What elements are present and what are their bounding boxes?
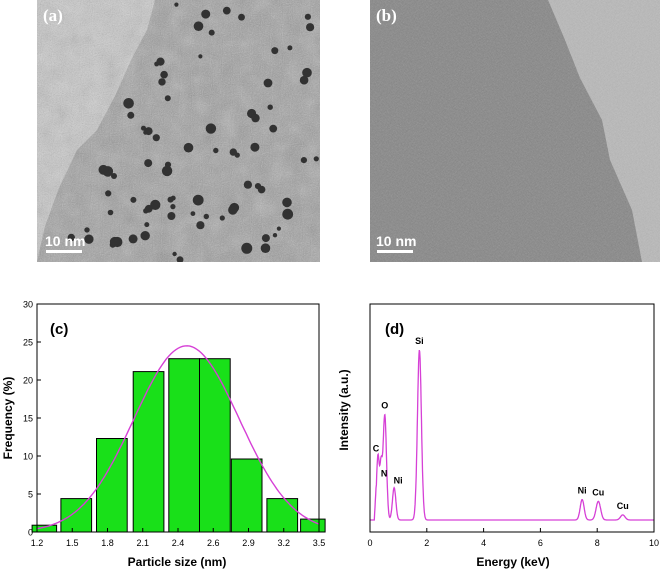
histogram-plot-area: 0 5 10 15 20 25 30 1.2 1.5 1.8 2.1 2.4 2.6 2.9 3.2 3.5 (23, 300, 326, 548)
x-tick-label: 4 (481, 538, 486, 548)
peak-label: Si (415, 336, 424, 346)
histogram-bar (132, 371, 165, 533)
histogram-x-axis-title: Particle size (nm) (128, 555, 227, 569)
x-tick-label: 2.1 (136, 538, 149, 548)
eds-spectrum-line (370, 349, 654, 521)
panel-label-a: (a) (43, 6, 63, 25)
y-tick-label: 25 (23, 338, 33, 348)
peak-label: C (373, 443, 380, 453)
y-tick-label: 20 (23, 376, 33, 386)
x-tick-label: 2 (424, 538, 429, 548)
tem-image-a-graphic (37, 0, 320, 262)
tem-image-b: (b) 10 nm (370, 0, 660, 262)
tem-image-b-graphic (370, 0, 660, 262)
x-tick-label: 2.6 (207, 538, 220, 548)
scale-bar-a (46, 250, 82, 253)
peak-label: O (381, 401, 388, 411)
x-tick-label: 2.9 (242, 538, 255, 548)
eds-plot-area: C N O Ni Si Ni Cu Cu 0 2 4 6 8 10 (367, 303, 659, 548)
x-tick-label: 6 (538, 538, 543, 548)
tem-image-a: (a) 10 nm (37, 0, 320, 262)
eds-y-axis-title: Intensity (a.u.) (337, 369, 351, 450)
peak-label: Cu (592, 487, 604, 497)
x-tick-label: 3.5 (313, 538, 326, 548)
y-tick-label: 15 (23, 414, 33, 424)
peak-label: Ni (394, 476, 403, 486)
scale-label-a: 10 nm (45, 233, 86, 249)
scale-label-b: 10 nm (376, 233, 417, 249)
histogram-bar (31, 524, 58, 533)
scale-bar-b (377, 250, 413, 253)
eds-x-axis-title: Energy (keV) (476, 555, 549, 569)
y-tick-label: 0 (28, 528, 33, 538)
peak-label: N (381, 468, 388, 478)
x-tick-label: 1.8 (101, 538, 114, 548)
histogram-bar (168, 358, 201, 533)
gaussian-fit-line (36, 345, 320, 530)
panel-label-d: (d) (385, 321, 404, 338)
histogram-bar (230, 458, 263, 533)
x-tick-label: 1.2 (31, 538, 44, 548)
x-tick-label: 1.5 (66, 538, 79, 548)
x-tick-label: 0 (367, 538, 372, 548)
eds-frame (369, 303, 655, 533)
y-tick-label: 30 (23, 300, 33, 310)
x-tick-label: 8 (595, 538, 600, 548)
panel-label-c: (c) (50, 321, 68, 338)
histogram-bar (60, 498, 93, 533)
panel-label-b: (b) (376, 6, 397, 25)
histogram-bar (266, 498, 299, 533)
histogram-bar (199, 358, 231, 533)
eds-chart: C N O Ni Si Ni Cu Cu 0 2 4 6 8 10 (d) Energy (keV) In… (337, 303, 659, 569)
peak-label: Ni (578, 486, 587, 496)
x-tick-label: 2.4 (172, 538, 185, 548)
x-tick-label: 3.2 (277, 538, 290, 548)
histogram-bar (96, 438, 128, 533)
y-tick-label: 10 (23, 452, 33, 462)
y-tick-label: 5 (28, 490, 33, 500)
peak-label: Cu (617, 501, 629, 511)
histogram-y-axis-title: Frequency (%) (1, 377, 15, 460)
x-tick-label: 10 (649, 538, 659, 548)
